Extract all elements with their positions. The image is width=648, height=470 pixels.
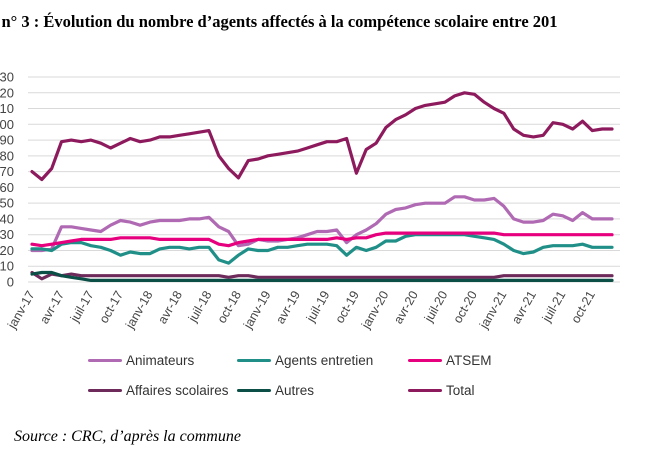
legend-item-autres: Autres bbox=[237, 383, 314, 398]
legend-item-total: Total bbox=[408, 383, 475, 398]
y-tick-label: 130 bbox=[0, 70, 14, 85]
y-axis-ticks: 0102030405060708090100110120130 bbox=[0, 70, 14, 290]
legend-swatch bbox=[237, 389, 271, 392]
x-tick-label: janv-19 bbox=[240, 288, 273, 331]
x-tick-label: avr-17 bbox=[37, 288, 67, 326]
legend-item-agents-entretien: Agents entretien bbox=[237, 353, 373, 368]
source-note: Source : CRC, d’après la commune bbox=[14, 428, 241, 445]
legend-swatch bbox=[408, 359, 442, 362]
x-tick-label: juil-19 bbox=[303, 288, 332, 325]
x-tick-label: juil-17 bbox=[67, 288, 96, 325]
legend-swatch bbox=[88, 389, 122, 392]
y-tick-label: 40 bbox=[0, 211, 14, 226]
x-tick-label: janv-18 bbox=[122, 288, 155, 331]
series-line-atsem bbox=[30, 231, 614, 248]
legend-swatch bbox=[88, 359, 122, 362]
series-line-autres bbox=[30, 270, 614, 282]
x-tick-label: oct-18 bbox=[215, 288, 245, 325]
legend-item-animateurs: Animateurs bbox=[88, 353, 194, 368]
y-tick-label: 110 bbox=[0, 101, 14, 116]
y-tick-label: 100 bbox=[0, 117, 14, 132]
x-tick-label: avr-18 bbox=[155, 288, 185, 326]
y-tick-label: 120 bbox=[0, 85, 14, 100]
legend-swatch bbox=[408, 389, 442, 392]
legend-label: Autres bbox=[275, 383, 315, 398]
y-tick-label: 70 bbox=[0, 164, 14, 179]
x-tick-label: janv-17 bbox=[4, 288, 37, 331]
x-tick-label: avr-21 bbox=[509, 288, 539, 326]
x-tick-label: janv-21 bbox=[476, 288, 509, 331]
y-tick-label: 10 bbox=[0, 259, 14, 274]
x-tick-label: juil-21 bbox=[539, 288, 568, 325]
x-tick-label: janv-20 bbox=[358, 288, 391, 331]
x-tick-label: juil-18 bbox=[185, 288, 214, 325]
x-tick-label: oct-21 bbox=[568, 288, 598, 325]
legend-label: Animateurs bbox=[126, 353, 195, 368]
legend-item-affaires-scolaires: Affaires scolaires bbox=[88, 383, 229, 398]
legend-label: ATSEM bbox=[446, 353, 492, 368]
legend-label: Total bbox=[446, 383, 475, 398]
series-line-total bbox=[30, 91, 614, 182]
legend-label: Affaires scolaires bbox=[126, 383, 229, 398]
legend-item-atsem: ATSEM bbox=[408, 353, 492, 368]
y-tick-label: 60 bbox=[0, 180, 14, 195]
x-tick-label: avr-20 bbox=[391, 288, 421, 326]
x-tick-label: oct-20 bbox=[450, 288, 480, 325]
x-tick-label: oct-19 bbox=[333, 288, 363, 325]
y-tick-label: 30 bbox=[0, 227, 14, 242]
chart-series bbox=[30, 91, 614, 282]
y-tick-label: 90 bbox=[0, 133, 14, 148]
legend-swatch bbox=[237, 359, 271, 362]
series-line-agents-entretien bbox=[30, 233, 614, 265]
x-tick-label: avr-19 bbox=[273, 288, 303, 326]
legend-label: Agents entretien bbox=[275, 353, 374, 368]
y-tick-label: 80 bbox=[0, 148, 14, 163]
y-tick-label: 0 bbox=[7, 275, 14, 290]
y-tick-label: 50 bbox=[0, 196, 14, 211]
x-tick-label: juil-20 bbox=[421, 288, 450, 325]
series-line-affaires-scolaires bbox=[30, 270, 614, 281]
chart-title: e n° 3 : Évolution du nombre d’agents af… bbox=[0, 12, 558, 31]
x-tick-label: oct-17 bbox=[97, 288, 127, 325]
series-line-animateurs bbox=[30, 195, 614, 253]
y-tick-label: 20 bbox=[0, 243, 14, 258]
